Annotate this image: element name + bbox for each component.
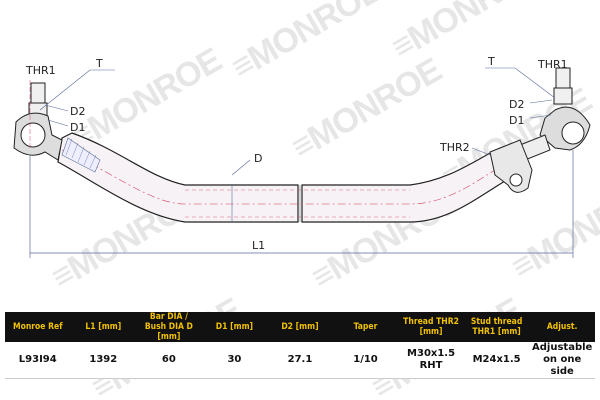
l1-dimension xyxy=(29,148,574,258)
thr2-label: THR2 xyxy=(439,141,470,154)
header-taper: Taper xyxy=(332,312,399,342)
t-right-label: T xyxy=(487,55,495,68)
d2-right-label: D2 xyxy=(509,98,524,111)
thr1-right-label: THR1 xyxy=(537,58,568,71)
d1-right-label: D1 xyxy=(509,114,524,127)
leader-lines xyxy=(39,67,556,176)
header-l1: L1 [mm] xyxy=(70,312,137,342)
cell-d1: 30 xyxy=(201,342,268,379)
header-thread-thr2: Thread THR2 [mm] xyxy=(398,312,464,342)
cell-d2: 27.1 xyxy=(267,342,333,379)
cell-taper: 1/10 xyxy=(332,342,399,379)
cell-monroe-ref: L93I94 xyxy=(5,342,71,379)
cell-adjust: Adjustable on one side xyxy=(529,342,595,379)
header-bar-dia: Bar DIA / Bush DIA D [mm] xyxy=(136,312,202,342)
left-ball-joint xyxy=(13,80,63,161)
header-d2: D2 [mm] xyxy=(267,312,333,342)
cell-l1: 1392 xyxy=(70,342,137,379)
cell-stud-thread-thr1: M24x1.5 xyxy=(463,342,530,379)
svg-text:≡MONROE: ≡MONROE xyxy=(285,51,448,167)
right-ball-joint xyxy=(489,67,591,193)
d2-left-label: D2 xyxy=(70,105,85,118)
d1-left-label: D1 xyxy=(70,121,85,134)
cell-thread-thr2: M30x1.5 RHT xyxy=(398,342,464,379)
svg-text:≡MONROE: ≡MONROE xyxy=(385,0,548,67)
table-header-row: Monroe Ref L1 [mm] Bar DIA / Bush DIA D … xyxy=(5,312,595,342)
cell-bar-dia: 60 xyxy=(136,342,202,379)
spec-table: Monroe Ref L1 [mm] Bar DIA / Bush DIA D … xyxy=(5,312,595,379)
header-adjust: Adjust. xyxy=(529,312,595,342)
t-left-label: T xyxy=(95,57,103,70)
table-row: L93I94 1392 60 30 27.1 1/10 M30x1.5 RHT … xyxy=(5,342,595,379)
header-d1: D1 [mm] xyxy=(201,312,268,342)
header-monroe-ref: Monroe Ref xyxy=(5,312,71,342)
l1-label: L1 xyxy=(252,239,265,252)
svg-text:≡MONROE: ≡MONROE xyxy=(225,0,388,87)
thr1-left-label: THR1 xyxy=(25,64,56,77)
d-label: D xyxy=(254,152,262,165)
header-stud-thread-thr1: Stud thread THR1 [mm] xyxy=(463,312,530,342)
